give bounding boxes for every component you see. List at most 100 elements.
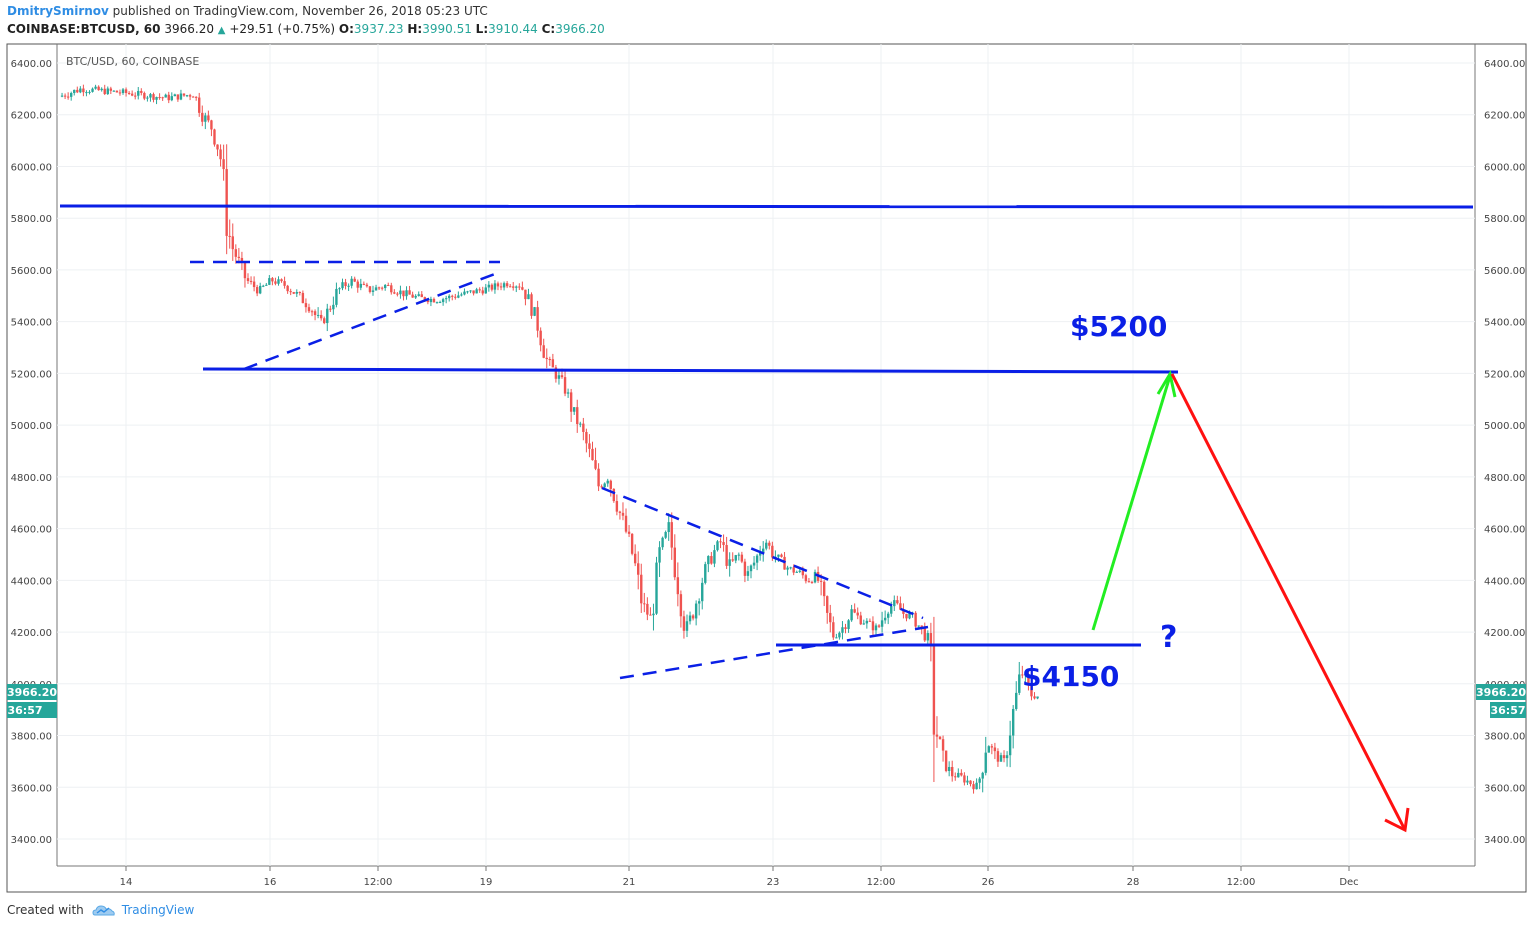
x-tick-label: 23: [767, 877, 780, 888]
candle-body: [115, 90, 119, 93]
candle-body: [655, 562, 658, 614]
candle-body: [951, 766, 954, 777]
y-tick-left: 6400.00: [11, 59, 52, 70]
candle-body: [82, 88, 85, 93]
candle-body: [682, 616, 686, 631]
tradingview-brand[interactable]: TradingView: [121, 903, 195, 917]
candle-body: [597, 468, 600, 487]
candle-body: [673, 547, 676, 578]
candle-body: [490, 284, 494, 290]
candle-body: [323, 318, 326, 324]
candle-body: [496, 283, 500, 287]
y-tick-right: 4800.00: [1484, 473, 1525, 484]
y-tick-left: 4800.00: [11, 473, 52, 484]
triangle1-bottom-dashed[interactable]: [243, 270, 501, 371]
candle-body: [252, 281, 256, 288]
candle-body: [813, 571, 817, 583]
candle-body: [316, 314, 320, 316]
candle-body: [155, 97, 158, 100]
candle-body: [527, 294, 530, 300]
candle-body: [280, 279, 283, 282]
red-down-arrow[interactable]: [1170, 373, 1407, 831]
candle-body: [646, 603, 649, 615]
y-tick-left: 5200.00: [11, 369, 52, 380]
low-value: 3910.44: [488, 22, 538, 36]
candle-body: [899, 603, 902, 610]
candle-body: [801, 570, 805, 576]
y-tick-right: 6400.00: [1484, 59, 1525, 70]
candle-body: [530, 294, 533, 316]
candle-body: [149, 94, 152, 98]
candle-body: [347, 285, 350, 287]
candle-body: [807, 581, 811, 583]
candle-body: [786, 567, 789, 570]
candle-body: [902, 609, 905, 614]
candle-body: [566, 392, 570, 394]
candle-body: [554, 367, 558, 379]
candle-body: [938, 736, 942, 740]
candle-body: [920, 625, 923, 628]
candle-body: [771, 545, 774, 558]
candle-body: [975, 782, 978, 790]
candle-body: [707, 556, 710, 565]
open-label: O:: [338, 22, 354, 36]
support-line-5200[interactable]: [202, 367, 1179, 374]
candle-body: [844, 627, 847, 629]
candle-body: [963, 775, 966, 783]
candle-body: [146, 97, 149, 99]
candle-body: [505, 283, 509, 287]
candle-body: [326, 308, 329, 324]
candle-body: [249, 280, 253, 282]
x-tick-label: 14: [120, 877, 133, 888]
candle-body: [91, 88, 94, 92]
green-up-arrow[interactable]: [1091, 375, 1172, 631]
candle-body: [127, 92, 131, 94]
candle-body: [749, 565, 753, 572]
candle-body: [896, 600, 899, 604]
candle-body: [112, 90, 116, 92]
y-tick-right: 6000.00: [1484, 162, 1525, 173]
candle-body: [1033, 696, 1036, 699]
candle-body: [990, 746, 994, 748]
candle-body: [999, 755, 1003, 762]
candle-body: [576, 407, 579, 425]
triangle2-bottom-dashed[interactable]: [619, 625, 929, 680]
resistance-line-5840[interactable]: [59, 204, 1474, 209]
candle-body: [862, 623, 866, 625]
y-tick-right: 5200.00: [1484, 369, 1525, 380]
candle-body: [94, 86, 97, 89]
candle-body: [627, 531, 631, 534]
candle-body: [448, 295, 451, 299]
y-tick-left: 5400.00: [11, 318, 52, 329]
candle-body: [487, 284, 491, 288]
candle-body: [79, 88, 82, 93]
candle-body: [460, 294, 463, 296]
candle-body: [606, 480, 609, 484]
candle-body: [289, 291, 292, 293]
candle-body: [451, 295, 454, 297]
candle-body: [734, 555, 737, 561]
candle-body: [1005, 755, 1009, 759]
triangle2-top-dashed[interactable]: [601, 486, 924, 620]
candle-body: [402, 290, 405, 297]
candle-body: [377, 287, 381, 289]
label-4150: $4150: [1022, 660, 1119, 693]
candle-body: [371, 290, 375, 292]
y-tick-left: 6200.00: [11, 111, 52, 122]
candle-body: [694, 603, 698, 619]
candle-body: [118, 92, 122, 94]
candle-body: [856, 612, 859, 616]
candle-body: [216, 144, 219, 150]
candle-body: [972, 784, 975, 790]
candle-body: [731, 559, 734, 561]
candle-body: [295, 292, 298, 294]
x-tick-label: 21: [623, 877, 636, 888]
author-name[interactable]: DmitrySmirnov: [7, 4, 109, 18]
tradingview-cloud-icon: [92, 905, 115, 916]
candle-body: [865, 620, 869, 624]
up-triangle-icon: ▲: [217, 25, 226, 36]
candle-body: [649, 614, 652, 616]
candle-body: [76, 89, 79, 93]
candle-body: [981, 772, 984, 779]
